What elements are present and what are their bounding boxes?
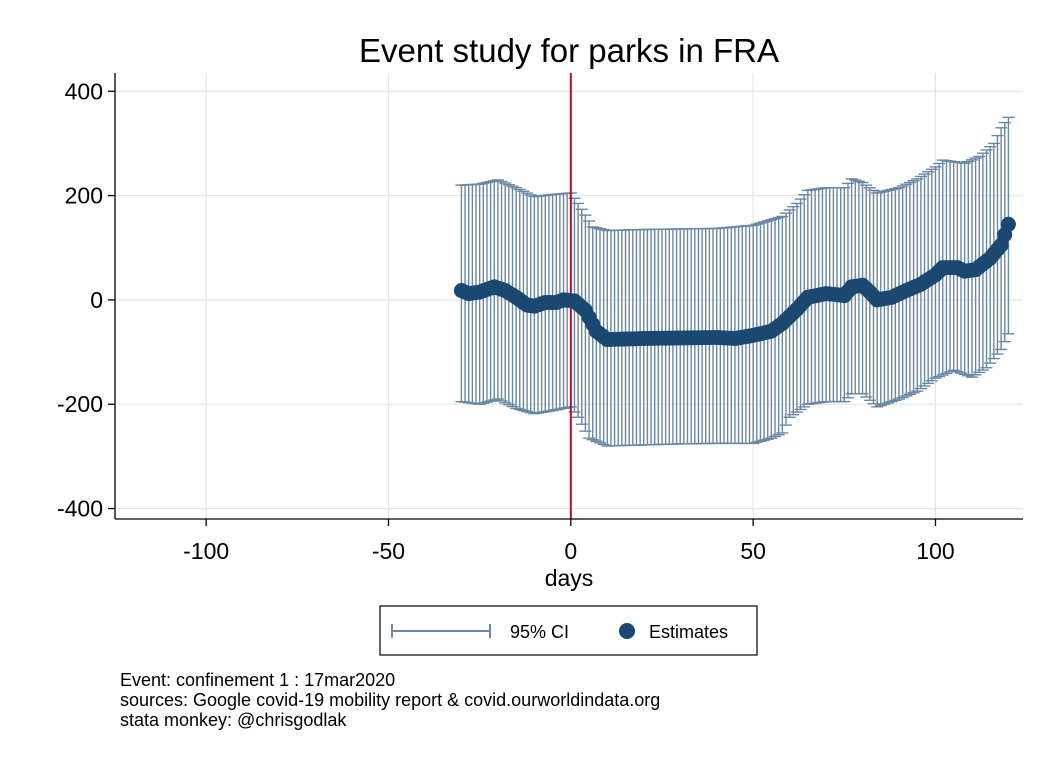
legend-ci-symbol xyxy=(391,624,491,638)
note-event: Event: confinement 1 : 17mar2020 xyxy=(120,670,396,690)
legend-estimates-symbol xyxy=(619,623,635,639)
y-tick-label: 0 xyxy=(90,287,103,313)
x-tick-label: 100 xyxy=(916,538,954,564)
y-tick-label: 200 xyxy=(65,183,103,209)
x-tick-label: 50 xyxy=(740,538,766,564)
x-tick-label: -50 xyxy=(372,538,405,564)
chart-title: Event study for parks in FRA xyxy=(359,32,779,69)
y-tick-label: -200 xyxy=(57,391,103,417)
x-tick-label: 0 xyxy=(564,538,577,564)
legend-ci-label: 95% CI xyxy=(510,622,569,642)
y-tick-label: 400 xyxy=(65,78,103,104)
estimate-point xyxy=(1000,216,1016,232)
x-axis-label: days xyxy=(545,565,594,591)
axes xyxy=(114,73,1023,520)
y-axis-ticks: 400 200 0 -200 -400 xyxy=(57,78,115,522)
y-tick-label: -400 xyxy=(57,496,103,522)
estimate-points xyxy=(453,216,1016,348)
note-author: stata monkey: @chrisgodlak xyxy=(120,710,347,730)
note-sources: sources: Google covid-19 mobility report… xyxy=(120,690,661,710)
x-axis-ticks: -100 -50 0 50 100 xyxy=(183,519,955,564)
legend: 95% CI Estimates xyxy=(379,605,758,656)
legend-estimates-label: Estimates xyxy=(649,622,728,642)
x-tick-label: -100 xyxy=(183,538,229,564)
